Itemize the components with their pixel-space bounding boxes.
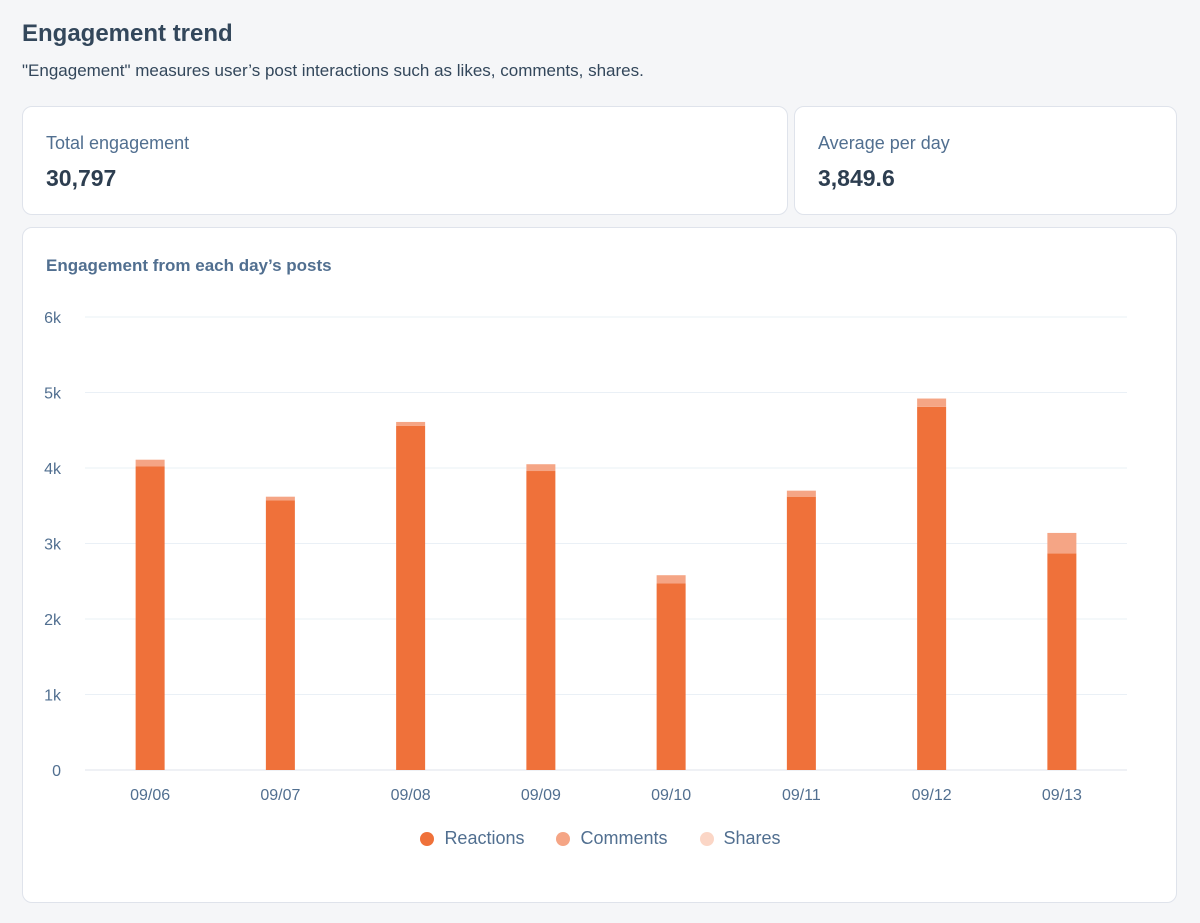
bar-comments-09-13 [1047, 532, 1077, 554]
page-subtitle: "Engagement" measures user’s post intera… [22, 61, 644, 80]
y-tick-label: 4k [44, 461, 62, 478]
bar-comments-09-09 [526, 464, 556, 472]
x-tick-label: 09/10 [651, 787, 691, 804]
bar-reactions-09-08 [396, 425, 426, 770]
legend-item-comments[interactable]: Comments [556, 828, 668, 849]
bar-reactions-09-11 [786, 496, 816, 770]
chart-legend: Reactions Comments Shares [23, 828, 1178, 849]
bar-comments-09-06 [135, 459, 165, 467]
bar-comments-09-10 [656, 575, 686, 584]
y-tick-label: 3k [44, 537, 62, 554]
x-tick-label: 09/12 [912, 787, 952, 804]
bar-reactions-09-06 [135, 466, 165, 770]
average-per-day-card: Average per day 3,849.6 [794, 106, 1177, 215]
engagement-chart-card: Engagement from each day’s posts 0 1k 2k 3k… [22, 227, 1177, 903]
y-tick-label: 2k [44, 612, 62, 629]
x-tick-label: 09/09 [521, 787, 561, 804]
legend-swatch-reactions [420, 831, 435, 846]
bar-reactions-09-13 [1047, 553, 1077, 770]
x-tick-label: 09/07 [260, 787, 300, 804]
legend-label-comments: Comments [580, 828, 668, 848]
bar-reactions-09-07 [265, 500, 295, 770]
engagement-bar-chart: 0 1k 2k 3k 4k 5k 6k 09/06 09/07 09/08 09/09 09/10 09… [44, 310, 1127, 804]
x-tick-label: 09/06 [130, 787, 170, 804]
page-title: Engagement trend [22, 20, 233, 47]
legend-label-reactions: Reactions [444, 828, 525, 848]
bar-reactions-09-10 [656, 583, 686, 770]
bar-reactions-09-09 [526, 471, 556, 770]
x-tick-label: 09/08 [391, 787, 431, 804]
total-engagement-card: Total engagement 30,797 [22, 106, 788, 215]
bar-comments-09-11 [786, 490, 816, 497]
legend-item-reactions[interactable]: Reactions [420, 828, 524, 849]
legend-swatch-shares [699, 831, 714, 846]
chart-title: Engagement from each day’s posts [46, 256, 332, 275]
y-tick-label: 1k [44, 688, 62, 705]
legend-label-shares: Shares [723, 828, 781, 848]
legend-swatch-comments [556, 831, 571, 846]
legend-item-shares[interactable]: Shares [699, 828, 781, 849]
bar-comments-09-12 [917, 398, 947, 407]
bar-comments-09-08 [396, 421, 426, 426]
total-engagement-value: 30,797 [46, 165, 117, 191]
average-per-day-label: Average per day [818, 133, 950, 153]
y-tick-label: 0 [52, 763, 61, 780]
total-engagement-label: Total engagement [46, 133, 190, 153]
y-tick-label: 6k [44, 310, 62, 327]
bar-reactions-09-12 [917, 406, 947, 770]
bar-comments-09-07 [265, 496, 295, 501]
average-per-day-value: 3,849.6 [818, 165, 895, 191]
x-tick-label: 09/11 [782, 787, 821, 804]
x-tick-label: 09/13 [1042, 787, 1082, 804]
y-tick-label: 5k [44, 386, 62, 403]
